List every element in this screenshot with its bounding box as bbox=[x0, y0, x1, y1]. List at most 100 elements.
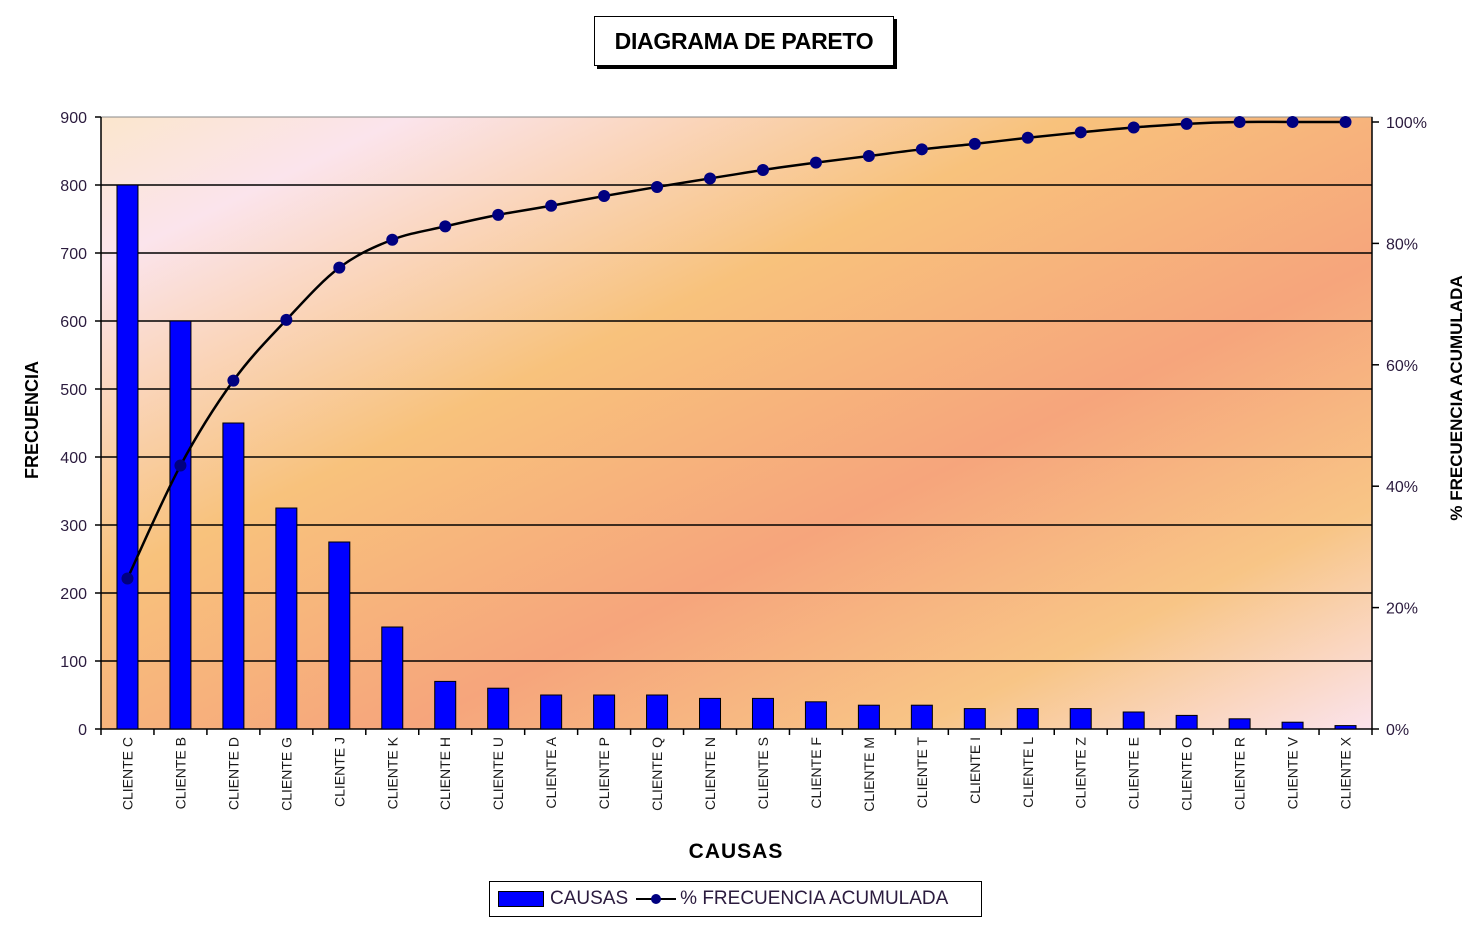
x-category-label: CLIENTE B bbox=[172, 737, 188, 809]
x-category-label: CLIENTE H bbox=[437, 737, 453, 810]
line-marker bbox=[862, 149, 875, 162]
bar bbox=[275, 507, 298, 730]
bar bbox=[751, 697, 774, 730]
x-category-label: CLIENTE I bbox=[967, 737, 983, 804]
legend: CAUSAS % FRECUENCIA ACUMULADA bbox=[489, 881, 982, 917]
y2-axis-title: % FRECUENCIA ACUMULADA bbox=[1447, 275, 1466, 520]
x-category-label: CLIENTE P bbox=[596, 737, 612, 809]
line-marker bbox=[492, 208, 505, 221]
line-marker bbox=[333, 261, 346, 274]
legend-line-marker-icon bbox=[636, 892, 677, 906]
x-category-label: CLIENTE M bbox=[861, 737, 877, 812]
line-marker bbox=[1127, 121, 1140, 134]
y-tick-label: 200 bbox=[60, 586, 87, 603]
line-marker bbox=[545, 199, 558, 212]
x-category-label: CLIENTE R bbox=[1232, 737, 1248, 810]
bar bbox=[1228, 718, 1251, 730]
line-marker bbox=[1339, 116, 1352, 128]
x-category-label: CLIENTE K bbox=[384, 736, 400, 809]
bar bbox=[963, 708, 986, 730]
bar-series bbox=[116, 184, 1357, 730]
bar bbox=[1069, 708, 1092, 730]
y2-tick-label: 0% bbox=[1386, 722, 1409, 739]
y-axis-title: FRECUENCIA bbox=[22, 361, 42, 479]
x-category-label: CLIENTE J bbox=[331, 737, 347, 807]
legend-bar-label: CAUSAS bbox=[550, 888, 629, 909]
x-category-label: CLIENTE X bbox=[1338, 736, 1354, 809]
x-category-label: CLIENTE E bbox=[1126, 737, 1142, 809]
y-tick-label: 100 bbox=[60, 654, 87, 671]
line-marker bbox=[756, 163, 769, 176]
bar bbox=[1016, 708, 1039, 730]
x-category-label: CLIENTE O bbox=[1179, 737, 1195, 811]
line-marker bbox=[174, 459, 187, 472]
y-tick-label: 800 bbox=[60, 178, 87, 195]
bar bbox=[910, 704, 933, 730]
y-tick-label: 700 bbox=[60, 246, 87, 263]
axes: 0 100 200 300 400 500 600 700 800 900 0% 20% 40% 60% 8… bbox=[60, 110, 1427, 812]
line-marker bbox=[439, 220, 452, 233]
y-tick-label: 0 bbox=[78, 722, 87, 739]
x-category-label: CLIENTE L bbox=[1020, 737, 1036, 808]
x-category-label: CLIENTE V bbox=[1285, 736, 1301, 809]
bar bbox=[1122, 711, 1145, 730]
y2-tick-label: 60% bbox=[1386, 358, 1418, 375]
x-category-label: CLIENTE N bbox=[702, 737, 718, 810]
y-tick-label: 900 bbox=[60, 110, 87, 127]
plot-area bbox=[100, 116, 1373, 730]
x-category-label: CLIENTE S bbox=[755, 737, 771, 809]
x-category-label: CLIENTE D bbox=[225, 737, 241, 810]
line-marker bbox=[968, 137, 981, 150]
bar bbox=[1281, 721, 1304, 730]
y2-tick-label: 40% bbox=[1386, 479, 1418, 496]
x-category-label: CLIENTE Z bbox=[1073, 737, 1089, 809]
line-marker bbox=[1074, 126, 1087, 139]
line-marker bbox=[1286, 116, 1299, 128]
bar bbox=[1334, 725, 1357, 730]
chart-title: DIAGRAMA DE PARETO bbox=[594, 16, 894, 66]
line-marker bbox=[651, 180, 664, 193]
line-marker bbox=[915, 143, 928, 156]
bar bbox=[116, 184, 139, 730]
y-tick-label: 600 bbox=[60, 314, 87, 331]
line-marker bbox=[227, 374, 240, 387]
x-category-label: CLIENTE G bbox=[278, 737, 294, 811]
y-tick-label: 400 bbox=[60, 450, 87, 467]
line-marker bbox=[598, 190, 611, 203]
bar bbox=[1175, 714, 1198, 730]
x-category-label: CLIENTE F bbox=[808, 737, 824, 809]
x-category-label: CLIENTE C bbox=[119, 737, 135, 810]
cumulative-line-series bbox=[121, 116, 1352, 585]
y-tick-label: 300 bbox=[60, 518, 87, 535]
bar bbox=[222, 422, 245, 730]
bar bbox=[593, 694, 616, 730]
line-marker bbox=[1233, 116, 1246, 128]
line-marker bbox=[704, 172, 717, 185]
line-marker bbox=[1180, 117, 1193, 130]
bar bbox=[804, 701, 827, 730]
bar bbox=[381, 626, 404, 730]
x-category-label: CLIENTE T bbox=[914, 737, 930, 809]
bar bbox=[699, 697, 722, 730]
x-category-label: CLIENTE U bbox=[490, 737, 506, 810]
line-marker bbox=[280, 313, 293, 326]
legend-bar-swatch bbox=[498, 891, 544, 907]
line-marker bbox=[809, 156, 822, 169]
bar bbox=[540, 694, 563, 730]
bar bbox=[434, 680, 457, 730]
bar bbox=[646, 694, 669, 730]
bar bbox=[487, 687, 510, 730]
bar bbox=[169, 320, 192, 730]
x-category-label: CLIENTE Q bbox=[649, 737, 665, 811]
x-axis-title: CAUSAS bbox=[689, 840, 784, 863]
line-marker bbox=[386, 233, 399, 246]
y-tick-label: 500 bbox=[60, 382, 87, 399]
bar bbox=[857, 704, 880, 730]
line-marker bbox=[1021, 131, 1034, 144]
plot-background bbox=[100, 116, 1373, 730]
bar bbox=[328, 541, 351, 730]
y2-tick-label: 100% bbox=[1386, 115, 1427, 132]
y2-tick-label: 20% bbox=[1386, 601, 1418, 618]
line-marker bbox=[121, 572, 134, 585]
